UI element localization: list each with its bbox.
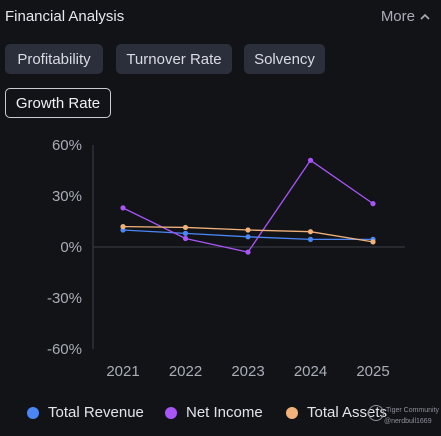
- y-tick-label: -30%: [47, 290, 82, 307]
- tab-turnover-rate-label: Turnover Rate: [126, 50, 222, 68]
- tab-solvency-label: Solvency: [254, 50, 315, 68]
- y-tick-label: 60%: [52, 137, 82, 154]
- section-title: Financial Analysis: [5, 8, 125, 25]
- legend-item-net-income[interactable]: Net Income: [165, 404, 263, 421]
- growth-rate-line-chart: 60% 30% 0% -30% -60% 2021 2022 2023 2024 2025: [47, 137, 405, 380]
- watermark: Tiger Community @nerdbull1669: [368, 404, 440, 430]
- watermark-line2: @nerdbull1669: [384, 418, 432, 425]
- tab-solvency[interactable]: Solvency: [244, 44, 325, 74]
- data-point-total-revenue: [182, 230, 189, 236]
- more-label: More: [380, 8, 415, 25]
- legend-dot-net-income: [165, 406, 177, 419]
- legend-item-total-assets[interactable]: Total Assets: [286, 404, 387, 421]
- data-point-total-assets: [120, 224, 126, 230]
- x-tick-label: 2021: [106, 363, 139, 380]
- tab-growth-rate[interactable]: Growth Rate: [5, 88, 111, 118]
- data-point-total-assets: [245, 227, 251, 233]
- x-tick-label: 2023: [231, 363, 264, 380]
- data-point-net-income: [370, 201, 376, 207]
- y-tick-label: 30%: [52, 188, 82, 205]
- tab-growth-rate-label: Growth Rate: [15, 94, 101, 112]
- x-tick-label: 2022: [169, 363, 202, 380]
- chart-legend: Total Revenue Net Income Total Assets: [0, 404, 441, 428]
- x-tick-label: 2025: [356, 363, 389, 380]
- data-point-net-income: [307, 157, 314, 163]
- watermark-line1: Tiger Community: [386, 407, 440, 414]
- data-point-total-revenue: [245, 234, 251, 240]
- legend-label-total-assets: Total Assets: [307, 404, 388, 421]
- y-tick-label: 0%: [60, 239, 82, 256]
- more-button[interactable]: More: [381, 8, 431, 25]
- data-point-net-income: [245, 249, 251, 255]
- header-bar: Financial Analysis More: [0, 0, 441, 34]
- chevron-up-icon: [420, 13, 430, 20]
- y-tick-label: -60%: [47, 341, 82, 358]
- community-logo-icon: [368, 405, 384, 421]
- data-point-total-assets: [370, 239, 376, 245]
- data-point-net-income: [182, 235, 189, 242]
- legend-dot-total-revenue: [27, 406, 39, 419]
- data-point-total-assets: [182, 224, 189, 231]
- x-tick-label: 2024: [294, 363, 327, 380]
- tab-profitability[interactable]: Profitability: [5, 44, 103, 74]
- tab-profitability-label: Profitability: [17, 50, 91, 68]
- legend-label-total-revenue: Total Revenue: [48, 404, 144, 421]
- data-point-total-assets: [307, 229, 314, 235]
- legend-dot-total-assets: [286, 406, 298, 419]
- legend-item-total-revenue[interactable]: Total Revenue: [27, 404, 144, 421]
- data-point-net-income: [120, 205, 126, 211]
- tab-turnover-rate[interactable]: Turnover Rate: [116, 44, 232, 74]
- legend-label-net-income: Net Income: [186, 404, 263, 421]
- data-point-total-revenue: [307, 236, 314, 242]
